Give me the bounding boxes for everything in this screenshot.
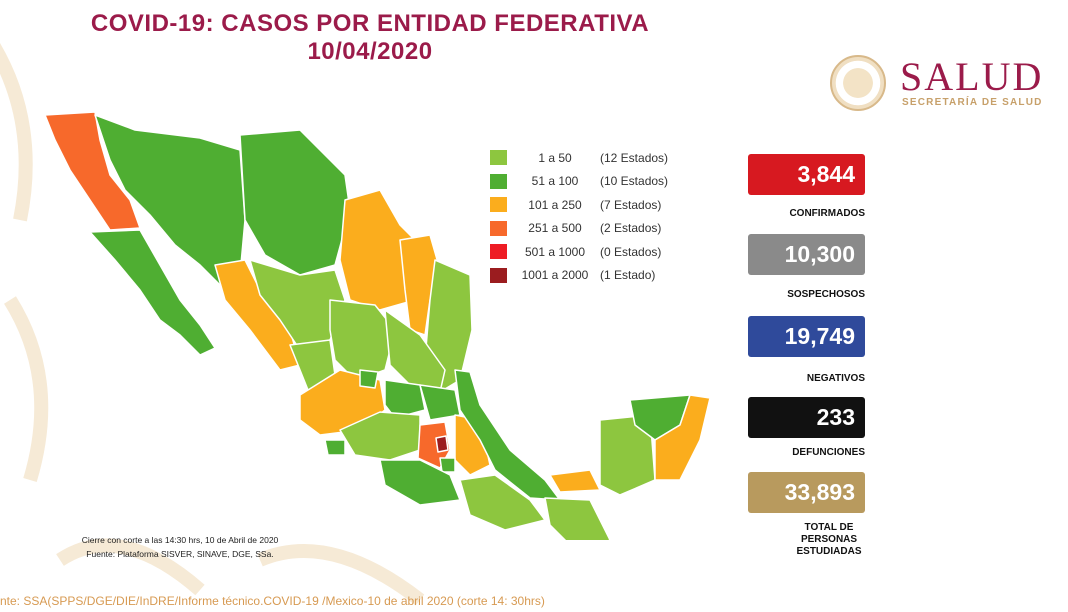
state-cdmx[interactable] [435, 435, 449, 453]
logo-subtitle: SECRETARÍA DE SALUD [902, 97, 1043, 108]
state-nuevo-leon[interactable] [399, 234, 441, 336]
salud-logo: SALUD SECRETARÍA DE SALUD [830, 54, 1060, 115]
total-studied-label: TOTAL DE PERSONAS ESTUDIADAS [796, 522, 862, 557]
state-quintana-roo[interactable] [654, 394, 711, 481]
legend-item: 1001 a 2000 (1 Estado) [490, 264, 690, 288]
legend-range: 51 a 100 [531, 174, 579, 189]
legend-swatch [490, 150, 507, 166]
legend-count: (7 Estados) [600, 197, 662, 212]
legend-item: 101 a 250 (7 Estados) [490, 193, 690, 217]
legend-count: (10 Estados) [600, 174, 669, 189]
legend-range: 1001 a 2000 [521, 268, 589, 283]
legend-count: (1 Estado) [600, 268, 656, 283]
state-chihuahua[interactable] [239, 129, 351, 276]
state-guerrero[interactable] [379, 459, 461, 506]
page-title: COVID-19: CASOS POR ENTIDAD FEDERATIVA [90, 10, 650, 37]
state-oaxaca[interactable] [459, 474, 546, 531]
legend-item: 501 a 1000 (0 Estados) [490, 240, 690, 264]
legend-count: (0 Estados) [600, 244, 662, 259]
legend-swatch [490, 267, 507, 283]
footer-source: nte: SSA(SPPS/DGE/DIE/InDRE/Informe técn… [0, 594, 545, 608]
state-baja-california-sur[interactable] [89, 229, 216, 356]
legend-range: 251 a 500 [528, 221, 582, 236]
negative-value: 19,749 [748, 316, 865, 357]
cutoff-note: Cierre con corte a las 14:30 hrs, 10 de … [81, 535, 279, 545]
state-queretaro-hidalgo[interactable] [419, 384, 461, 421]
state-aguascalientes[interactable] [359, 369, 379, 389]
legend-item: 251 a 500 (2 Estados) [490, 217, 690, 241]
state-tabasco[interactable] [549, 469, 601, 493]
legend-range: 1 a 50 [538, 150, 572, 165]
legend-range: 101 a 250 [528, 197, 582, 212]
suspected-value: 10,300 [748, 234, 865, 275]
map-legend: 1 a 50 (12 Estados) 51 a 100 (10 Estados) … [490, 146, 690, 287]
confirmed-label: CONFIRMADOS [789, 208, 865, 219]
legend-count: (2 Estados) [600, 221, 662, 236]
logo-text: SALUD [900, 54, 1044, 99]
negative-label: NEGATIVOS [806, 373, 865, 384]
total-studied-value: 33,893 [748, 472, 865, 513]
mexico-map [44, 111, 711, 540]
state-chiapas[interactable] [544, 497, 611, 540]
legend-range: 501 a 1000 [524, 244, 586, 259]
legend-count: (12 Estados) [600, 150, 669, 165]
legend-swatch [490, 220, 507, 236]
national-seal-icon [830, 55, 886, 111]
state-morelos[interactable] [439, 457, 456, 473]
legend-swatch [490, 244, 507, 260]
suspected-label: SOSPECHOSOS [787, 289, 865, 300]
state-colima[interactable] [324, 439, 346, 456]
deaths-label: DEFUNCIONES [792, 447, 865, 458]
legend-item: 1 a 50 (12 Estados) [490, 146, 690, 170]
state-baja-california[interactable] [44, 111, 141, 231]
legend-item: 51 a 100 (10 Estados) [490, 170, 690, 194]
deaths-value: 233 [748, 397, 865, 438]
source-note: Fuente: Plataforma SISVER, SINAVE, DGE, … [86, 549, 274, 559]
page-date: 10/04/2020 [307, 38, 433, 65]
legend-swatch [490, 173, 507, 189]
confirmed-value: 3,844 [748, 154, 865, 195]
legend-swatch [490, 197, 507, 213]
